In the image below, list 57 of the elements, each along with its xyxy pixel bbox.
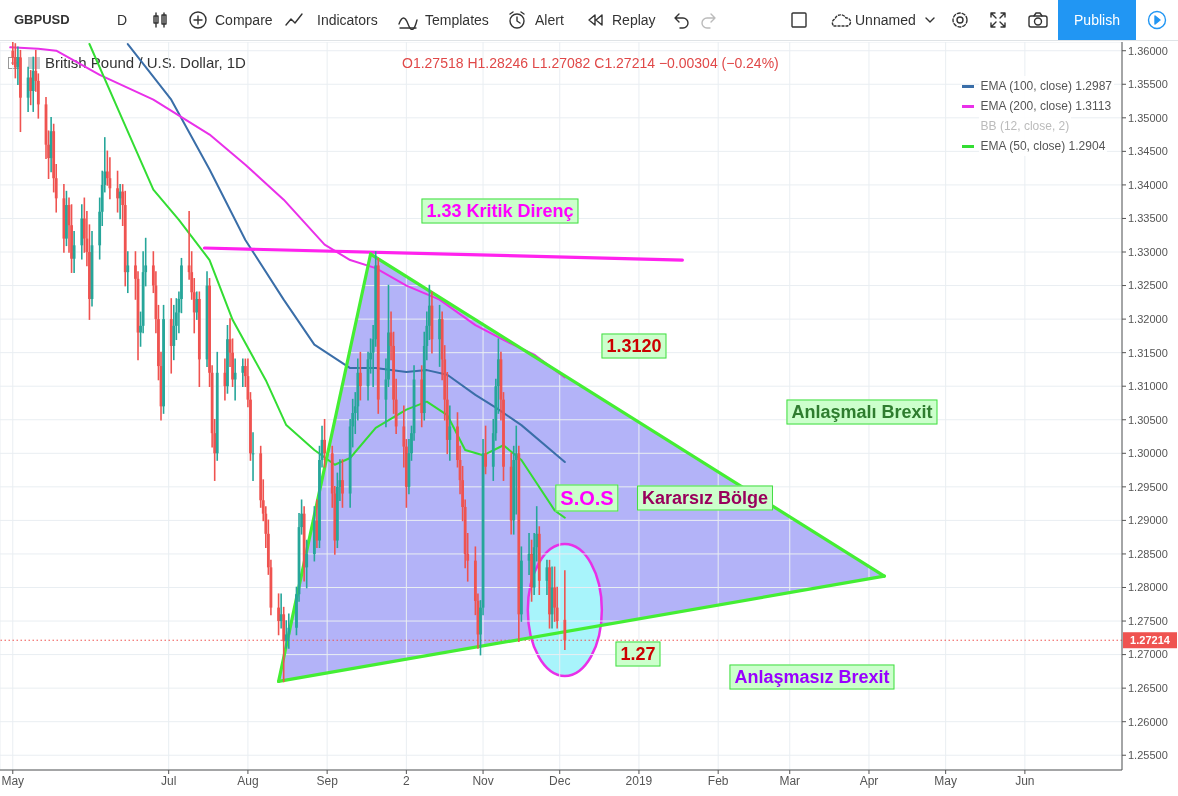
legend-label: EMA (200, close) 1.3113 xyxy=(978,96,1114,116)
x-tick-label: May xyxy=(1,773,25,788)
y-tick-label: 1.35000 xyxy=(1128,111,1168,124)
annotation: 1.27 xyxy=(615,641,661,667)
annotation: O1.27518 H1.28246 L1.27082 C1.27214 −0.00304 (−0.24%) xyxy=(402,55,779,71)
y-tick-label: 1.26500 xyxy=(1128,682,1168,695)
y-tick-label: 1.28500 xyxy=(1128,547,1168,560)
annotation: BB (12, close, 2) xyxy=(978,116,1072,136)
y-tick-label: 1.33500 xyxy=(1128,212,1168,225)
annotation: Kararsız Bölge xyxy=(636,485,774,511)
y-tick-label: 1.32000 xyxy=(1128,313,1168,326)
y-tick-label: 1.29000 xyxy=(1128,514,1168,527)
x-tick-label: Apr xyxy=(859,773,879,788)
annotation: 1.33 Kritik Direnç xyxy=(421,198,579,224)
x-tick-label: 2 xyxy=(403,773,411,788)
text: GBPUSD xyxy=(14,12,70,27)
text: Templates xyxy=(425,12,489,28)
y-tick-label: 1.32500 xyxy=(1128,279,1168,292)
text: Replay xyxy=(612,12,656,28)
y-tick-label: 1.30500 xyxy=(1128,413,1168,426)
legend-label: EMA (100, close) 1.2987 xyxy=(978,76,1114,96)
y-tick-label: 1.28000 xyxy=(1128,581,1168,594)
ref-line-label: 1.27214 xyxy=(1130,634,1171,647)
x-tick-label: Dec xyxy=(549,773,571,788)
legend-label: EMA (50, close) 1.2904 xyxy=(978,136,1108,156)
annotation: Anlaşmasız Brexit xyxy=(729,664,895,690)
y-tick-label: 1.34000 xyxy=(1128,178,1168,191)
x-tick-label: May xyxy=(934,773,957,788)
y-tick-label: 1.33000 xyxy=(1128,245,1168,258)
x-tick-label: Aug xyxy=(237,773,259,788)
x-tick-label: Feb xyxy=(707,773,729,788)
y-tick-label: 1.27000 xyxy=(1128,648,1168,661)
y-tick-label: 1.31000 xyxy=(1128,380,1168,393)
annotation: S.O.S xyxy=(555,484,619,512)
y-tick-label: 1.25500 xyxy=(1128,749,1168,762)
x-tick-label: Mar xyxy=(779,773,801,788)
x-tick-label: 2019 xyxy=(625,773,653,788)
y-tick-label: 1.27500 xyxy=(1128,614,1168,627)
x-tick-label: Nov xyxy=(472,773,494,788)
y-tick-label: 1.36000 xyxy=(1128,44,1168,57)
y-tick-label: 1.30000 xyxy=(1128,447,1168,460)
text: Indicators xyxy=(317,12,378,28)
text: Unnamed xyxy=(855,12,916,28)
x-tick-label: Jun xyxy=(1015,773,1035,788)
text: Compare xyxy=(215,12,273,28)
y-tick-label: 1.35500 xyxy=(1128,78,1168,91)
x-tick-label: Jul xyxy=(161,773,177,788)
annotation: Anlaşmalı Brexit xyxy=(786,399,938,425)
annotation: 1.3120 xyxy=(601,333,667,359)
text: Alert xyxy=(535,12,564,28)
x-tick-label: Sep xyxy=(316,773,339,788)
text: Publish xyxy=(1058,0,1136,40)
y-tick-label: 1.29500 xyxy=(1128,480,1168,493)
y-tick-label: 1.31500 xyxy=(1128,346,1168,359)
y-tick-label: 1.34500 xyxy=(1128,145,1168,158)
y-tick-label: 1.26000 xyxy=(1128,715,1168,728)
text: D xyxy=(117,12,128,28)
